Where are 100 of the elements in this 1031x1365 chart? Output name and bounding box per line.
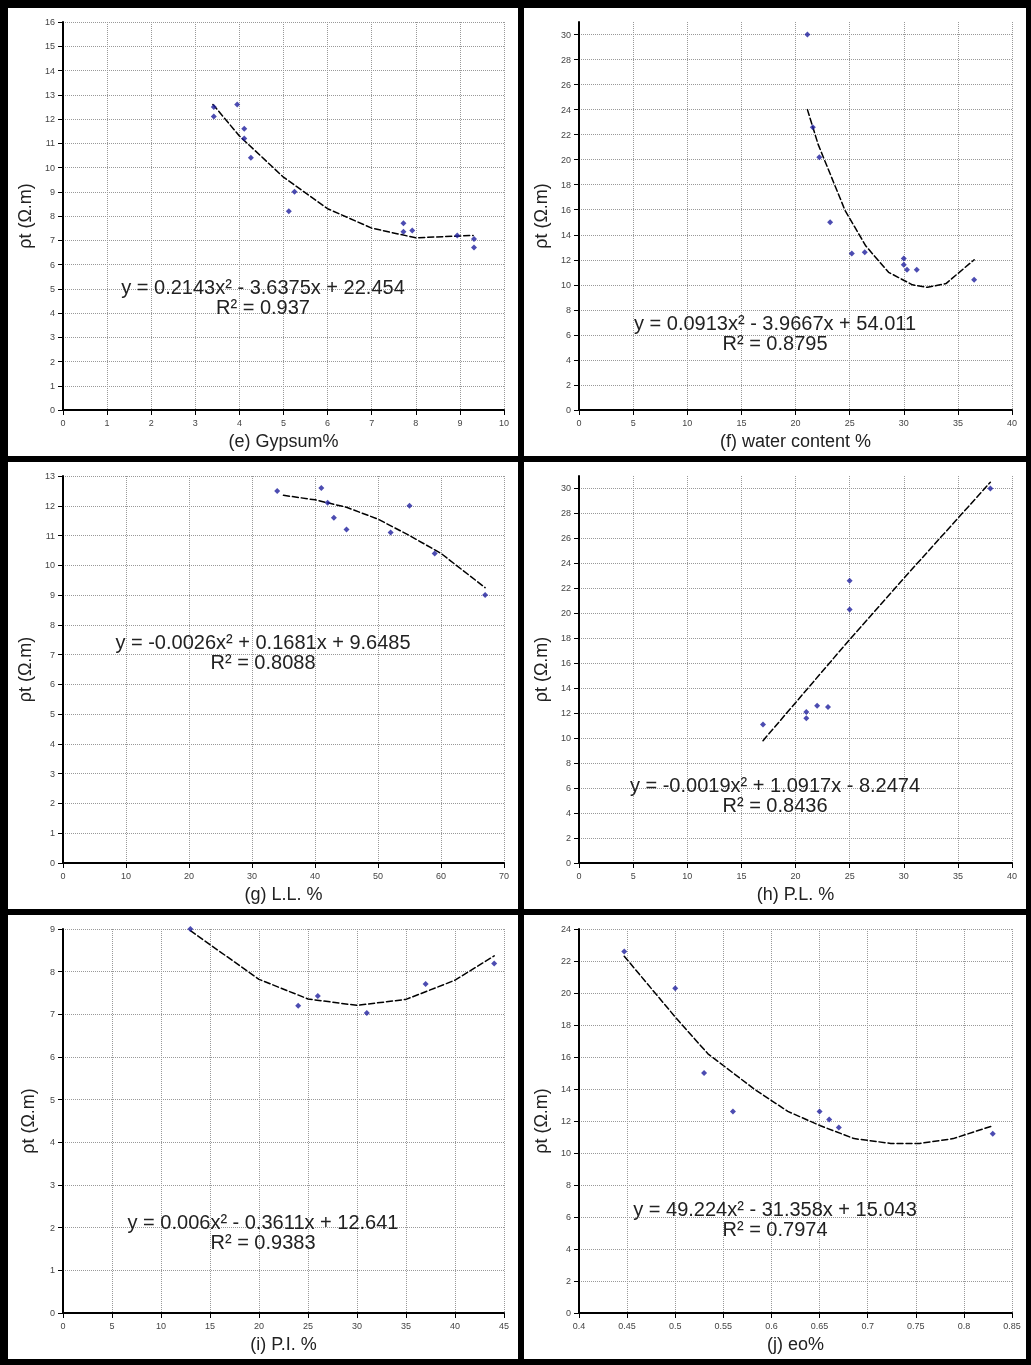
annotation: y = -0.0019x² + 1.0917x - 8.2474 xyxy=(629,773,921,796)
y-tick-label: 4 xyxy=(49,738,55,749)
point xyxy=(318,484,325,491)
y-axis-title: ρt (Ω.m) xyxy=(15,183,36,249)
point xyxy=(295,1002,302,1009)
x-tick-label: 20 xyxy=(253,1320,265,1331)
y-tick-label: 18 xyxy=(560,1020,571,1030)
point xyxy=(827,219,834,226)
y-tick-label: 12 xyxy=(560,254,571,265)
y-tick-label: 4 xyxy=(49,308,55,318)
y-tick-label: 20 xyxy=(560,154,571,165)
x-tick-label: 50 xyxy=(372,870,384,881)
y-tick-label: 6 xyxy=(565,1212,571,1222)
y-tick-label: 10 xyxy=(560,733,571,744)
y-tick-label: 13 xyxy=(44,471,55,481)
x-tick-label: 7 xyxy=(369,417,375,428)
x-tick-label: 0 xyxy=(576,417,582,428)
point xyxy=(809,124,816,131)
y-tick-label: 4 xyxy=(565,354,571,365)
point xyxy=(431,550,438,557)
point xyxy=(454,232,461,239)
y-tick-label: 1 xyxy=(49,380,55,391)
point xyxy=(803,715,810,722)
y-tick-label: 30 xyxy=(560,483,571,494)
x-tick-label: 15 xyxy=(736,417,747,428)
x-tick-label: 15 xyxy=(204,1320,216,1331)
x-tick-label: 0.55 xyxy=(714,1320,733,1331)
x-tick-label: 10 xyxy=(682,870,693,881)
point xyxy=(760,721,767,728)
point xyxy=(274,487,281,494)
point xyxy=(234,101,241,108)
point xyxy=(803,708,810,715)
y-tick-label: 10 xyxy=(44,560,55,571)
y-tick-label: 9 xyxy=(49,924,55,934)
point xyxy=(824,703,831,710)
x-tick-label: 40 xyxy=(1006,870,1018,881)
y-tick-label: 11 xyxy=(45,138,55,149)
y-tick-label: 4 xyxy=(565,1244,571,1254)
y-axis-title: ρt (Ω.m) xyxy=(15,636,36,703)
point xyxy=(406,502,413,509)
x-tick-label: 40 xyxy=(309,870,321,881)
x-tick-label: 0.7 xyxy=(861,1320,874,1331)
point xyxy=(471,244,478,251)
annotation: y = -0.0026x² + 0.1681x + 9.6485 xyxy=(115,630,411,653)
x-tick-label: 0 xyxy=(60,870,66,881)
y-tick-label: 12 xyxy=(560,1116,571,1126)
x-tick-label: 30 xyxy=(246,870,258,881)
x-tick-label: 0.45 xyxy=(618,1320,636,1331)
y-tick-label: 12 xyxy=(44,500,55,511)
point xyxy=(987,485,994,492)
x-tick-label: 0.4 xyxy=(572,1320,586,1331)
x-tick-label: 25 xyxy=(844,417,855,428)
x-tick-label: 9 xyxy=(457,417,463,428)
y-tick-label: 4 xyxy=(49,1137,55,1148)
y-tick-label: 14 xyxy=(560,229,571,240)
x-tick-label: 10 xyxy=(155,1320,167,1331)
point xyxy=(971,276,978,283)
y-tick-label: 16 xyxy=(560,1052,571,1062)
y-tick-label: 20 xyxy=(560,988,571,998)
x-tick-label: 5 xyxy=(630,870,636,881)
point xyxy=(324,499,331,506)
y-tick-label: 3 xyxy=(49,1180,55,1190)
point xyxy=(314,992,321,999)
x-tick-label: 25 xyxy=(302,1320,314,1331)
x-tick-label: 5 xyxy=(630,417,636,428)
point xyxy=(343,526,350,533)
x-tick-label: 25 xyxy=(844,870,855,881)
y-tick-label: 0 xyxy=(49,858,55,868)
x-tick-label: 20 xyxy=(183,870,195,881)
point xyxy=(846,606,853,613)
annotation: y = 0.0913x² - 3.9667x + 54.011 xyxy=(633,311,917,334)
point xyxy=(913,266,920,273)
y-tick-label: 28 xyxy=(560,54,571,65)
y-axis-title: ρt (Ω.m) xyxy=(18,1088,38,1154)
y-tick-label: 30 xyxy=(560,29,571,40)
y-tick-label: 3 xyxy=(49,768,55,779)
y-tick-label: 0 xyxy=(565,858,571,868)
x-tick-label: 10 xyxy=(120,870,132,881)
point xyxy=(989,1130,996,1137)
y-tick-label: 14 xyxy=(560,683,571,694)
point xyxy=(701,1070,708,1076)
annotation: y = 0.2143x² - 3.6375x + 22.454 xyxy=(121,275,405,298)
annotation: R² = 0.937 xyxy=(216,295,310,318)
x-tick-label: 35 xyxy=(952,417,963,428)
y-tick-label: 5 xyxy=(49,283,55,294)
annotation: R² = 0.8436 xyxy=(722,794,828,817)
y-tick-label: 22 xyxy=(560,956,571,966)
y-tick-label: 0 xyxy=(49,1308,55,1318)
y-tick-label: 1 xyxy=(49,828,55,839)
x-tick-label: 40 xyxy=(1006,417,1018,428)
point xyxy=(672,985,679,992)
x-tick-label: 20 xyxy=(790,870,801,881)
point xyxy=(621,948,628,955)
x-tick-label: 10 xyxy=(682,417,693,428)
x-tick-label: 0.75 xyxy=(907,1320,925,1331)
y-tick-label: 22 xyxy=(560,583,571,594)
annotation: y = 49.224x² - 31.358x + 15.043 xyxy=(633,1198,917,1221)
point xyxy=(804,31,811,38)
y-tick-label: 7 xyxy=(49,235,55,246)
y-tick-label: 8 xyxy=(565,1180,571,1190)
